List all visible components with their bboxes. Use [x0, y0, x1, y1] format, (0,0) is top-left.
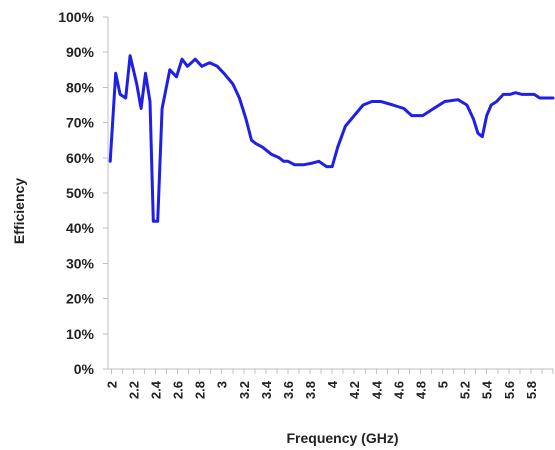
- y-tick-label: 30%: [66, 255, 95, 271]
- series-layer: [108, 54, 555, 223]
- x-tick-label: 3.8: [303, 381, 318, 399]
- y-tick-label: 20%: [66, 291, 95, 307]
- y-tick-label: 100%: [58, 9, 94, 25]
- x-tick-label: 3.6: [281, 381, 296, 399]
- x-tick-label: 5.4: [480, 380, 495, 399]
- x-tick-label: 4.4: [369, 380, 384, 399]
- x-tick-label: 2: [104, 381, 119, 388]
- x-tick-label: 4.6: [391, 381, 406, 399]
- x-axis-title: Frequency (GHz): [286, 430, 398, 446]
- x-tick-label: 3.4: [259, 380, 274, 399]
- x-axis: 2 2.2 2.4 2.6 2.8 3 3.2 3.4 3.6 3.8 4 4.2 4.4 4.6 4.8 5…: [104, 369, 554, 399]
- x-tick-label: 4.8: [413, 381, 428, 399]
- y-tick-label: 80%: [66, 79, 95, 95]
- y-tick-label: 40%: [66, 220, 95, 236]
- x-tick-label: 5.8: [524, 381, 539, 399]
- x-tick-label: 2.2: [126, 381, 141, 399]
- x-tick-label: 4: [325, 380, 340, 388]
- plot-area: [107, 17, 553, 370]
- y-tick-label: 90%: [66, 44, 95, 60]
- y-tick-label: 60%: [66, 150, 95, 166]
- x-tick-label: 4.2: [347, 381, 362, 399]
- y-axis-title: Efficiency: [11, 178, 27, 244]
- y-tick-label: 0%: [74, 361, 95, 377]
- x-tick-label: 5.2: [458, 381, 473, 399]
- series-line-efficiency: [108, 54, 555, 223]
- x-tick-label: 2.8: [193, 381, 208, 399]
- y-tick-label: 70%: [66, 115, 95, 131]
- x-tick-label: 5: [436, 381, 451, 388]
- x-tick-label: 5.6: [502, 381, 517, 399]
- y-tick-label: 50%: [66, 185, 95, 201]
- x-tick-label: 2.4: [148, 380, 163, 399]
- x-tick-label: 2.6: [171, 381, 186, 399]
- y-tick-label: 10%: [66, 326, 95, 342]
- x-tick-label: 3: [215, 381, 230, 388]
- y-axis: 0% 10% 20% 30% 40% 50% 60% 70% 80% 90% 100%: [58, 9, 108, 377]
- x-tick-label: 3.2: [237, 381, 252, 399]
